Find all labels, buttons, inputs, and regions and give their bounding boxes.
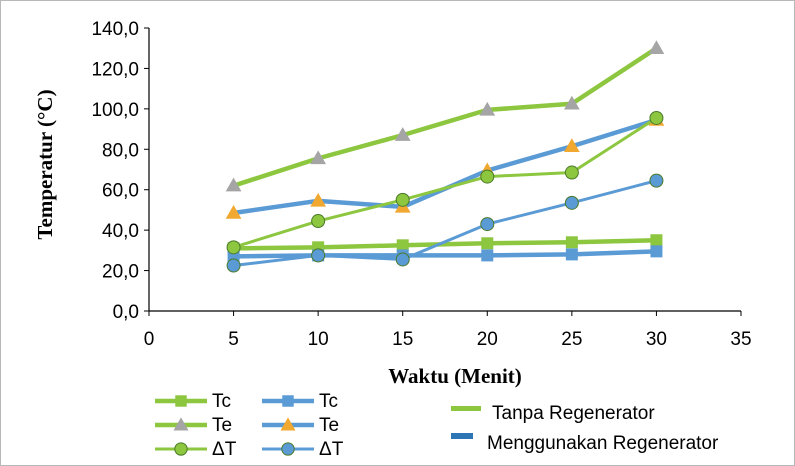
series-line: [233, 179, 657, 268]
data-point-square: [481, 237, 494, 250]
x-axis-title: Waktu (Menit): [388, 364, 522, 388]
legend-label: ΔT: [212, 439, 237, 460]
group-label-menggunakan: Menggunakan Regenerator: [487, 433, 719, 454]
group-swatch-tanpa: [451, 406, 481, 411]
data-point-square: [481, 249, 494, 262]
data-point-circle: [311, 214, 326, 229]
series-layer: [225, 40, 665, 273]
data-point-square: [650, 234, 663, 247]
legend-label: Te: [319, 415, 339, 436]
data-point-circle: [226, 240, 241, 255]
data-point-square: [565, 236, 578, 249]
x-tick-label: 25: [561, 329, 582, 350]
data-point-circle: [564, 165, 579, 180]
legend-label: Te: [212, 415, 232, 436]
series-tanpa-circle: [226, 110, 664, 255]
data-point-circle: [281, 442, 295, 456]
data-point-square: [650, 245, 663, 258]
series-tanpa-triangle: [225, 40, 665, 192]
x-tick-label: 30: [646, 329, 667, 350]
y-tick-label: 100,0: [91, 100, 139, 121]
group-label-tanpa: Tanpa Regenerator: [492, 403, 655, 424]
x-tick-label: 10: [308, 329, 329, 350]
legend-label: Tc: [319, 391, 338, 412]
data-point-triangle: [479, 101, 496, 116]
x-tick-label: 5: [228, 329, 239, 350]
y-tick-label: 0,0: [113, 302, 139, 323]
x-tick-label: 15: [392, 329, 413, 350]
legend-entry: Tc: [155, 391, 231, 412]
axes: [144, 27, 742, 316]
data-point-triangle: [563, 138, 580, 153]
legend: Tc Tc Te Te ΔT ΔT: [155, 391, 344, 460]
legend-label: Tc: [212, 391, 231, 412]
data-point-circle: [395, 252, 410, 267]
data-point-circle: [480, 169, 495, 184]
data-point-circle: [226, 258, 241, 273]
y-axis-title: Temperatur (°C): [33, 89, 57, 239]
data-point-circle: [311, 248, 326, 263]
x-tick-label: 35: [730, 329, 751, 350]
group-legend-menggunakan: Menggunakan Regenerator: [451, 433, 719, 454]
y-tick-label: 40,0: [102, 221, 139, 242]
data-point-triangle: [173, 417, 189, 431]
data-point-square: [565, 248, 578, 261]
group-swatch-menggunakan: [451, 433, 473, 439]
data-point-circle: [649, 110, 664, 125]
series-tanpa-square: [227, 234, 663, 255]
group-legend-tanpa: Tanpa Regenerator: [451, 403, 655, 424]
series-line: [232, 46, 658, 188]
data-point-square: [282, 395, 294, 407]
data-point-triangle: [225, 177, 242, 192]
series-line: [233, 116, 658, 249]
data-point-triangle: [280, 417, 296, 431]
data-point-triangle: [310, 150, 327, 165]
y-tick-label: 140,0: [91, 19, 139, 40]
data-point-circle: [395, 192, 410, 207]
legend-entry: Tc: [262, 391, 338, 412]
data-point-circle: [649, 173, 664, 188]
legend-entry: ΔT: [155, 439, 237, 460]
tick-labels: 0,0 20,0 40,0 60,0 80,0 100,0 120,0 140,0 0 5 10 15…: [91, 19, 751, 350]
legend-label: ΔT: [319, 439, 344, 460]
data-point-circle: [480, 217, 495, 232]
y-tick-label: 20,0: [102, 262, 139, 283]
data-point-triangle: [310, 192, 327, 207]
data-point-circle: [564, 195, 579, 210]
data-point-square: [396, 239, 409, 252]
y-tick-label: 60,0: [102, 181, 139, 202]
data-point-circle: [174, 442, 188, 456]
series-line: [233, 249, 657, 259]
y-tick-label: 80,0: [102, 140, 139, 161]
data-point-triangle: [225, 204, 242, 219]
data-point-triangle: [563, 95, 580, 110]
series-menggunakan-circle: [226, 173, 664, 273]
data-point-triangle: [394, 127, 411, 141]
series-line: [233, 238, 657, 251]
legend-entry: ΔT: [262, 439, 344, 460]
legend-entry: Te: [262, 415, 339, 436]
legend-entry: Te: [155, 415, 232, 436]
data-point-square: [175, 395, 187, 407]
y-tick-label: 120,0: [91, 59, 139, 80]
group-legend: Tanpa Regenerator Menggunakan Regenerator: [451, 403, 719, 454]
x-tick-label: 0: [144, 329, 155, 350]
data-point-triangle: [648, 40, 665, 54]
x-tick-label: 20: [477, 329, 498, 350]
